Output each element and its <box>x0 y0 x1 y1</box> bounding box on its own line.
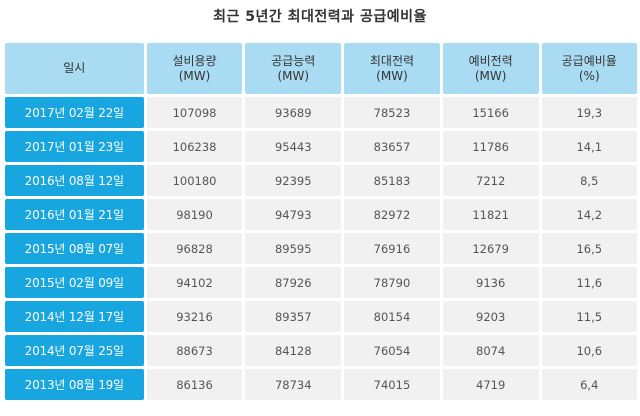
cell-peak: 74015 <box>344 369 440 400</box>
cell-ratio: 14,1 <box>541 131 637 162</box>
row-date: 2017년 01월 23일 <box>5 131 144 162</box>
cell-ratio: 14,2 <box>541 199 637 230</box>
header-label: 설비용량 <box>172 53 217 68</box>
table-row: 2015년 08월 07일 96828 89595 76916 12679 16… <box>5 233 637 264</box>
cell-supply: 89357 <box>245 301 342 332</box>
header-label: 공급능력 <box>271 53 316 68</box>
header-unit: (MW) <box>474 68 507 83</box>
cell-capacity: 106238 <box>146 131 243 162</box>
header-unit: (MW) <box>277 68 310 83</box>
cell-capacity: 98190 <box>146 199 243 230</box>
cell-peak: 76054 <box>344 335 440 366</box>
header-peak-demand: 최대전력 (MW) <box>344 43 440 94</box>
table-row: 2014년 07월 25일 88673 84128 76054 8074 10,… <box>5 335 637 366</box>
table-row: 2015년 02월 09일 94102 87926 78790 9136 11,… <box>5 267 637 298</box>
cell-peak: 83657 <box>344 131 440 162</box>
cell-ratio: 10,6 <box>541 335 637 366</box>
header-unit: (%) <box>578 68 600 83</box>
cell-supply: 95443 <box>245 131 342 162</box>
page-title: 최근 5년간 최대전력과 공급예비율 <box>213 9 427 25</box>
cell-reserve: 11821 <box>442 199 539 230</box>
reserve-margin-table: 일시 설비용량 (MW) 공급능력 (MW) 최대전력 (MW) 예비전력 (M… <box>2 40 640 403</box>
row-date: 2015년 08월 07일 <box>5 233 144 264</box>
table-row: 2017년 01월 23일 106238 95443 83657 11786 1… <box>5 131 637 162</box>
cell-capacity: 94102 <box>146 267 243 298</box>
row-date: 2017년 02월 22일 <box>5 97 144 128</box>
row-date: 2014년 12월 17일 <box>5 301 144 332</box>
cell-reserve: 9136 <box>442 267 539 298</box>
cell-supply: 78734 <box>245 369 342 400</box>
cell-peak: 82972 <box>344 199 440 230</box>
cell-capacity: 88673 <box>146 335 243 366</box>
cell-ratio: 6,4 <box>541 369 637 400</box>
header-reserve-ratio: 공급예비율 (%) <box>541 43 637 94</box>
row-date: 2013년 08월 19일 <box>5 369 144 400</box>
header-supply-capacity: 공급능력 (MW) <box>245 43 342 94</box>
cell-supply: 93689 <box>245 97 342 128</box>
cell-peak: 85183 <box>344 165 440 196</box>
cell-supply: 89595 <box>245 233 342 264</box>
cell-peak: 78790 <box>344 267 440 298</box>
cell-ratio: 11,6 <box>541 267 637 298</box>
cell-reserve: 15166 <box>442 97 539 128</box>
cell-peak: 80154 <box>344 301 440 332</box>
cell-reserve: 4719 <box>442 369 539 400</box>
cell-capacity: 100180 <box>146 165 243 196</box>
table-row: 2016년 08월 12일 100180 92395 85183 7212 8,… <box>5 165 637 196</box>
cell-supply: 87926 <box>245 267 342 298</box>
header-label: 예비전력 <box>468 53 513 68</box>
header-label: 공급예비율 <box>561 53 617 68</box>
cell-ratio: 16,5 <box>541 233 637 264</box>
cell-reserve: 11786 <box>442 131 539 162</box>
table-row: 2016년 01월 21일 98190 94793 82972 11821 14… <box>5 199 637 230</box>
cell-reserve: 8074 <box>442 335 539 366</box>
row-date: 2016년 08월 12일 <box>5 165 144 196</box>
table-row: 2013년 08월 19일 86136 78734 74015 4719 6,4 <box>5 369 637 400</box>
cell-supply: 84128 <box>245 335 342 366</box>
header-installed-capacity: 설비용량 (MW) <box>146 43 243 94</box>
table-header-row: 일시 설비용량 (MW) 공급능력 (MW) 최대전력 (MW) 예비전력 (M… <box>5 43 637 94</box>
cell-ratio: 19,3 <box>541 97 637 128</box>
cell-capacity: 96828 <box>146 233 243 264</box>
header-unit: (MW) <box>376 68 408 83</box>
row-date: 2014년 07월 25일 <box>5 335 144 366</box>
cell-supply: 94793 <box>245 199 342 230</box>
cell-supply: 92395 <box>245 165 342 196</box>
row-date: 2015년 02월 09일 <box>5 267 144 298</box>
header-reserve-power: 예비전력 (MW) <box>442 43 539 94</box>
cell-reserve: 7212 <box>442 165 539 196</box>
cell-ratio: 11,5 <box>541 301 637 332</box>
cell-ratio: 8,5 <box>541 165 637 196</box>
header-unit: (MW) <box>178 68 211 83</box>
header-date: 일시 <box>5 43 144 94</box>
header-label: 최대전력 <box>369 53 415 68</box>
table-row: 2017년 02월 22일 107098 93689 78523 15166 1… <box>5 97 637 128</box>
cell-peak: 76916 <box>344 233 440 264</box>
cell-capacity: 107098 <box>146 97 243 128</box>
row-date: 2016년 01월 21일 <box>5 199 144 230</box>
cell-peak: 78523 <box>344 97 440 128</box>
cell-capacity: 93216 <box>146 301 243 332</box>
cell-reserve: 12679 <box>442 233 539 264</box>
table-row: 2014년 12월 17일 93216 89357 80154 9203 11,… <box>5 301 637 332</box>
cell-capacity: 86136 <box>146 369 243 400</box>
header-date-label: 일시 <box>63 61 86 75</box>
cell-reserve: 9203 <box>442 301 539 332</box>
